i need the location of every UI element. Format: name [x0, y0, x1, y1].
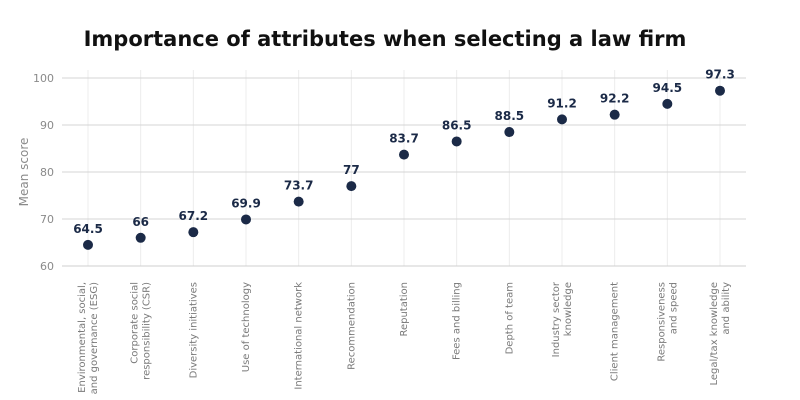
data-label: 67.2: [179, 209, 209, 223]
data-label: 94.5: [653, 81, 683, 95]
data-point: [399, 149, 409, 160]
x-category-label: Depth of team: [504, 282, 515, 354]
data-point: [83, 239, 93, 250]
y-tick-label: 60: [40, 260, 54, 273]
x-category-label: and speed: [668, 282, 679, 334]
data-label: 73.7: [284, 179, 314, 193]
y-tick-label: 90: [40, 119, 54, 132]
data-label: 91.2: [547, 96, 577, 110]
data-point: [188, 227, 199, 238]
x-category-label: Fees and billing: [452, 282, 463, 360]
data-point: [609, 109, 620, 120]
data-point: [504, 127, 515, 138]
data-label: 83.7: [389, 132, 419, 146]
x-category-label: responsibility (CSR): [142, 282, 153, 380]
x-category-label: knowledge: [563, 282, 574, 336]
data-label: 69.9: [231, 196, 261, 210]
data-point: [135, 232, 146, 243]
y-tick-label: 100: [33, 72, 54, 85]
x-category-label: Diversity initiatives: [188, 282, 199, 378]
data-point: [715, 85, 725, 96]
data-point: [662, 98, 673, 109]
x-axis-category-labels: Environmental, social, and governance (ES…: [77, 281, 732, 394]
y-axis-label: Mean score: [17, 138, 31, 207]
x-category-label: Environmental, social,: [77, 282, 88, 393]
data-point: [293, 196, 304, 207]
x-category-label: Use of technology: [241, 282, 252, 372]
x-category-label: International network: [294, 282, 305, 390]
x-category-label: Client management: [610, 282, 621, 381]
y-tick-label: 80: [40, 166, 54, 179]
data-point: [451, 136, 462, 147]
data-point: [557, 114, 567, 125]
data-labels: 64.5 66 67.2 69.9 73.7 77 83.7 86.5 88.5 91.2 92.2…: [73, 68, 735, 236]
x-category-label: Legal/tax knowledge: [709, 282, 720, 386]
x-category-label: Corporate social: [130, 282, 141, 364]
y-axis-ticks: 60 70 80 90 100: [33, 72, 54, 273]
y-tick-label: 70: [40, 213, 54, 226]
x-category-label: Reputation: [399, 282, 410, 337]
data-points: [83, 85, 725, 250]
data-label: 92.2: [600, 92, 630, 106]
data-point: [346, 181, 357, 192]
x-category-label: Responsiveness: [656, 282, 667, 362]
data-label: 64.5: [73, 222, 103, 236]
x-category-label: Recommendation: [346, 282, 357, 370]
data-point: [241, 214, 251, 225]
data-label: 97.3: [705, 68, 735, 82]
x-category-label: and ability: [721, 282, 732, 335]
chart-title: Importance of attributes when selecting …: [84, 27, 687, 51]
data-label: 66: [132, 215, 149, 229]
data-label: 77: [343, 163, 360, 177]
gridlines: [62, 70, 746, 267]
x-category-label: and governance (ESG): [89, 282, 100, 394]
data-label: 86.5: [442, 118, 472, 132]
x-category-label: Industry sector: [551, 281, 562, 357]
data-label: 88.5: [495, 109, 525, 123]
